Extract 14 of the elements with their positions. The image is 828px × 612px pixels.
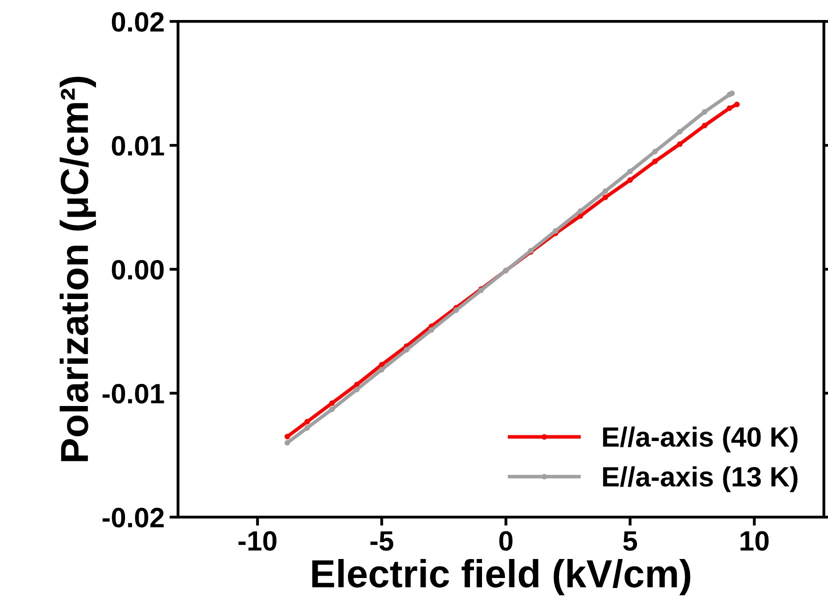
y-tick-label: 0.00 [112, 260, 164, 280]
y-tick-label: -0.01 [102, 384, 164, 404]
x-tick-label: 10 [740, 531, 769, 551]
x-tick-label: 0 [499, 531, 512, 551]
legend-label: E//a-axis (13 K) [603, 466, 798, 492]
y-tick-label: 0.02 [112, 12, 164, 32]
x-tick-label: 5 [623, 531, 638, 551]
y-tick-label: 0.01 [112, 136, 164, 156]
x-tick-label: -10 [238, 531, 276, 551]
x-axis-title: Electric field (kV/cm) [312, 559, 690, 596]
y-axis-title: Polarization (μC/cm²) [60, 76, 96, 462]
y-tick-label: -0.02 [102, 508, 164, 528]
legend-label: E//a-axis (40 K) [603, 426, 798, 452]
x-tick-label: -5 [370, 531, 394, 551]
